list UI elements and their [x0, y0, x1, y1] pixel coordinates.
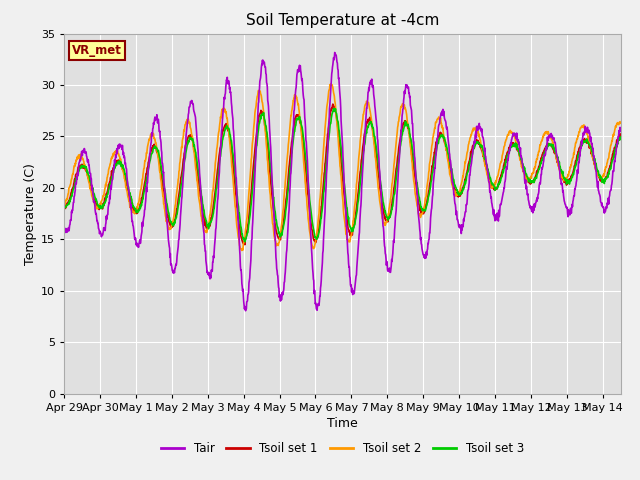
Tsoil set 3 [482, 159, 490, 165]
Tsoil set 2 [544, 131, 552, 136]
Tair [60, 226, 68, 231]
Line: Tsoil set 1: Tsoil set 1 [64, 104, 621, 245]
Tsoil set 1 [60, 207, 68, 213]
Line: Tsoil set 2: Tsoil set 2 [64, 84, 621, 251]
Title: Soil Temperature at -4cm: Soil Temperature at -4cm [246, 13, 439, 28]
Tair [617, 128, 625, 133]
Tsoil set 1 [171, 218, 179, 224]
Tsoil set 3 [221, 128, 228, 133]
Tair [160, 180, 168, 186]
Tsoil set 1 [544, 140, 552, 146]
Tsoil set 3 [160, 181, 168, 187]
Tsoil set 2 [327, 81, 335, 87]
Tsoil set 2 [617, 120, 625, 126]
Tsoil set 1 [241, 242, 249, 248]
Tsoil set 2 [171, 210, 179, 216]
Tsoil set 3 [330, 106, 337, 111]
Tair [272, 245, 280, 251]
Tsoil set 1 [617, 132, 625, 138]
Tair [221, 96, 228, 102]
Tsoil set 2 [221, 109, 228, 115]
Tsoil set 3 [60, 205, 68, 211]
Tsoil set 3 [171, 219, 179, 225]
Tsoil set 1 [329, 101, 337, 107]
Tair [171, 270, 179, 276]
Y-axis label: Temperature (C): Temperature (C) [24, 163, 36, 264]
Tsoil set 2 [272, 238, 280, 244]
Tsoil set 3 [272, 213, 280, 219]
Tair [331, 49, 339, 55]
Tsoil set 3 [241, 239, 249, 245]
Legend: Tair, Tsoil set 1, Tsoil set 2, Tsoil set 3: Tair, Tsoil set 1, Tsoil set 2, Tsoil se… [156, 437, 529, 460]
Tsoil set 1 [221, 123, 228, 129]
Tsoil set 3 [544, 143, 552, 148]
Tsoil set 1 [272, 224, 280, 230]
Tair [544, 138, 552, 144]
Tsoil set 1 [482, 163, 490, 169]
Text: VR_met: VR_met [72, 44, 122, 58]
Line: Tair: Tair [64, 52, 621, 311]
Tsoil set 2 [238, 248, 246, 253]
Tair [242, 308, 250, 313]
Tsoil set 3 [617, 134, 625, 140]
X-axis label: Time: Time [327, 417, 358, 430]
Tair [482, 158, 490, 164]
Line: Tsoil set 3: Tsoil set 3 [64, 108, 621, 242]
Tsoil set 2 [160, 201, 168, 207]
Tsoil set 1 [160, 189, 168, 194]
Tsoil set 2 [482, 166, 490, 171]
Tsoil set 2 [60, 202, 68, 207]
